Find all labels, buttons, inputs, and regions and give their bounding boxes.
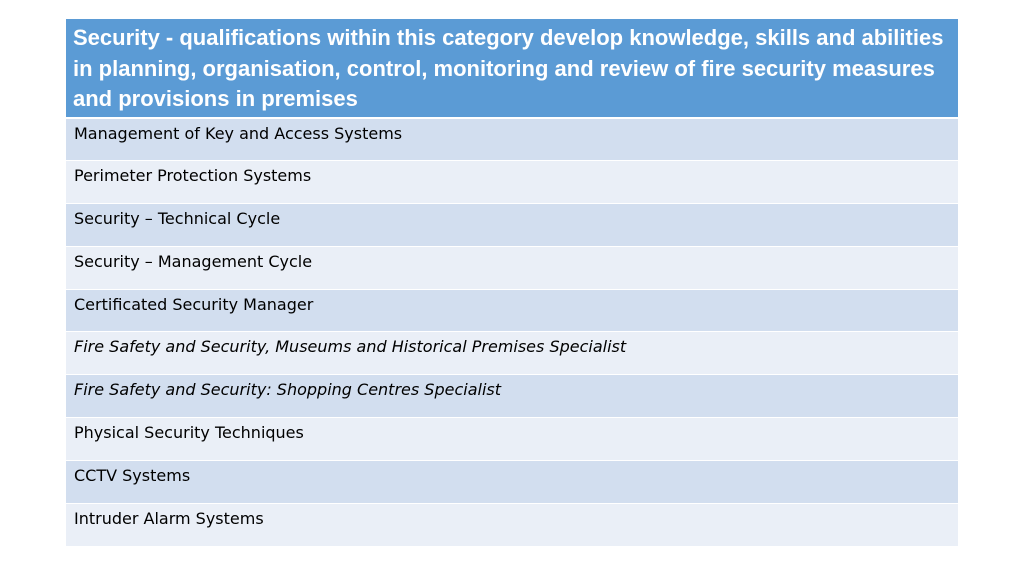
table-row: CCTV Systems (66, 459, 958, 504)
table-cell: Security – Management Cycle (66, 245, 958, 290)
table-row: Physical Security Techniques (66, 417, 958, 461)
table-row: Security – Technical Cycle (66, 203, 958, 247)
table-cell: Fire Safety and Security, Museums and Hi… (66, 331, 958, 375)
table-row: Management of Key and Access Systems (66, 117, 958, 161)
table-cell: Intruder Alarm Systems (66, 502, 958, 546)
qualifications-table: Security - qualifications within this ca… (66, 19, 958, 546)
table-header: Security - qualifications within this ca… (66, 19, 958, 119)
table-cell: CCTV Systems (66, 459, 958, 504)
table-cell: Fire Safety and Security: Shopping Centr… (66, 374, 958, 418)
table-cell: Perimeter Protection Systems (66, 160, 958, 204)
table-header-row: Security - qualifications within this ca… (66, 19, 958, 119)
table-row: Security – Management Cycle (66, 245, 958, 290)
table-cell: Management of Key and Access Systems (66, 117, 958, 161)
qualifications-table-wrapper: Security - qualifications within this ca… (66, 19, 958, 546)
table-cell: Physical Security Techniques (66, 417, 958, 461)
table-row: Fire Safety and Security, Museums and Hi… (66, 331, 958, 375)
table-row: Certificated Security Manager (66, 288, 958, 332)
table-row: Intruder Alarm Systems (66, 502, 958, 546)
table-cell: Security – Technical Cycle (66, 203, 958, 247)
table-cell: Certificated Security Manager (66, 288, 958, 332)
table-row: Perimeter Protection Systems (66, 160, 958, 204)
table-row: Fire Safety and Security: Shopping Centr… (66, 374, 958, 418)
